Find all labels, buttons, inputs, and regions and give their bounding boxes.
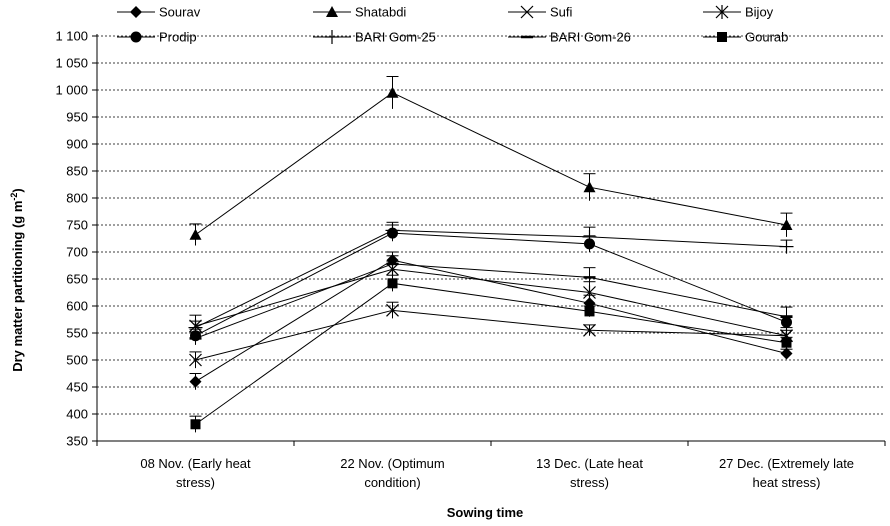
x-tick-label: 13 Dec. (Late heat stress) (536, 456, 643, 490)
series-line (195, 282, 787, 425)
gridlines (97, 35, 885, 415)
series-line (195, 263, 787, 339)
data-point (189, 375, 202, 388)
y-tick-label: 1 000 (55, 83, 88, 98)
data-point (780, 347, 793, 360)
y-tick-label: 850 (66, 164, 88, 179)
series-gourab (189, 274, 793, 433)
series-layer (188, 76, 794, 433)
y-tick-label: 500 (66, 353, 88, 368)
legend-item-sourav: Sourav (117, 5, 201, 20)
data-point (779, 239, 794, 254)
series-bari-gom-26 (189, 255, 793, 345)
legend-marker (130, 31, 142, 43)
legend-label: Prodip (159, 30, 197, 45)
data-point (583, 323, 596, 337)
data-point (781, 337, 792, 348)
series-line (195, 92, 787, 236)
y-tick-label: 600 (66, 299, 88, 314)
series-line (195, 268, 787, 337)
series-sourav (189, 251, 793, 390)
y-axis-title: Dry matter partitioning (g m-2) (9, 188, 25, 372)
data-point (386, 303, 399, 317)
y-tick-label: 750 (66, 218, 88, 233)
legend-label: Gourab (745, 30, 788, 45)
legend-label: Sourav (159, 5, 201, 20)
legend-item-shatabdi: Shatabdi (313, 5, 406, 20)
x-tick-label: 22 Nov. (Optimum condition) (340, 456, 445, 490)
series-bijoy (189, 260, 793, 344)
series-sufi (189, 301, 793, 369)
y-tick-label: 350 (66, 434, 88, 449)
y-tick-label: 550 (66, 326, 88, 341)
legend-marker (130, 6, 142, 18)
legend-item-bari-gom-26: BARI Gom-26 (508, 30, 631, 45)
data-point (583, 285, 596, 300)
legend-label: Bijoy (745, 5, 774, 20)
data-point (386, 86, 399, 98)
legend-label: BARI Gom-26 (550, 30, 631, 45)
y-tick-label: 700 (66, 245, 88, 260)
axes: 350 400 450 500 550 600 650 700 750 800 850 900 950 1… (55, 29, 886, 490)
series-line (195, 259, 787, 383)
legend-marker (325, 30, 339, 44)
data-point (387, 278, 398, 289)
data-point (190, 419, 201, 430)
legend-label: Sufi (550, 5, 573, 20)
legend-item-sufi: Sufi (508, 5, 573, 20)
series-line (195, 309, 787, 361)
series-bari-gom-25 (188, 221, 794, 335)
y-tick-label: 650 (66, 272, 88, 287)
data-point (189, 353, 202, 367)
y-tick-label: 450 (66, 380, 88, 395)
legend-item-bijoy: Bijoy (703, 5, 774, 20)
legend: Sourav Shatabdi Sufi Bijoy Prodip BARI Gom-25… (117, 5, 788, 45)
legend-item-gourab: Gourab (703, 30, 788, 45)
y-tick-label: 900 (66, 137, 88, 152)
y-tick-label: 1 100 (55, 29, 88, 44)
data-point (583, 181, 596, 193)
data-point (780, 219, 793, 230)
y-tick-label: 1 050 (55, 56, 88, 71)
data-point (189, 228, 202, 240)
legend-marker (326, 6, 338, 17)
y-tick-label: 800 (66, 191, 88, 206)
x-tick-label: 08 Nov. (Early heat stress) (140, 456, 251, 490)
legend-item-bari-gom-25: BARI Gom-25 (313, 30, 436, 45)
y-tick-label: 950 (66, 110, 88, 125)
data-point (385, 223, 400, 238)
legend-item-prodip: Prodip (117, 30, 197, 45)
series-line (195, 232, 787, 337)
legend-marker (715, 5, 729, 19)
y-tick-label: 400 (66, 407, 88, 422)
legend-label: Shatabdi (355, 5, 406, 20)
legend-marker (520, 5, 534, 19)
x-tick-label: 27 Dec. (Extremely late heat stress) (719, 456, 854, 490)
data-point (584, 306, 595, 317)
series-line (195, 229, 787, 329)
legend-label: BARI Gom-25 (355, 30, 436, 45)
x-axis-title: Sowing time (447, 505, 524, 520)
legend-marker (717, 32, 727, 42)
series-shatabdi (189, 76, 793, 246)
data-point (582, 229, 597, 244)
